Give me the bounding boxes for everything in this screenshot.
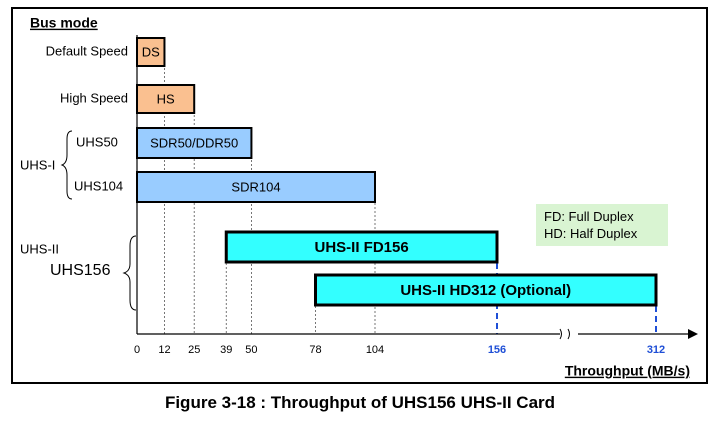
legend-hd: HD: Half Duplex (544, 226, 638, 241)
x-axis-arrow (688, 329, 698, 339)
bar-label-sdr50-ddr50: SDR50/DDR50 (150, 135, 238, 150)
bar-sdr104 (136, 171, 376, 203)
axis-break-mark (559, 328, 570, 340)
x-axis-label: Throughput (MB/s) (565, 363, 690, 379)
brace-uhs1 (60, 130, 73, 200)
bar-label-hs: HS (157, 91, 175, 106)
row-label-default-speed: Default Speed (46, 43, 128, 58)
bar-uhs-ii-fd156 (224, 230, 499, 264)
tick-label-0: 0 (134, 344, 140, 356)
figure-caption: Figure 3-18 : Throughput of UHS156 UHS-I… (164, 393, 556, 412)
row-label-uhs156: UHS156 (50, 262, 111, 279)
bar-label-uhs-ii-fd156: UHS-II FD156 (315, 239, 409, 256)
chart-frame (11, 7, 708, 384)
tick-label-156: 156 (488, 344, 506, 356)
tick-label-39: 39 (220, 344, 232, 356)
brace-uhs2 (122, 235, 137, 311)
row-label-uhs50: UHS50 (76, 134, 118, 149)
tick-label-104: 104 (366, 344, 384, 356)
tick-label-78: 78 (309, 344, 321, 356)
tick-label-25: 25 (188, 344, 200, 356)
row-label-uhs104: UHS104 (74, 178, 123, 193)
bar-hs (136, 84, 196, 114)
bar-label-ds: DS (142, 44, 160, 59)
legend-fd: FD: Full Duplex (544, 209, 634, 224)
legend-box: FD: Full Duplex HD: Half Duplex (536, 204, 668, 246)
group-label-uhs2: UHS-II (20, 241, 59, 256)
bar-sdr50-ddr50 (136, 127, 253, 159)
throughput-chart: 0 12 25 39 50 78 104 156 312 Throughput (MB/s) Bus… (20, 15, 698, 379)
group-label-uhs1: UHS-I (20, 157, 55, 172)
tick-label-312: 312 (647, 344, 665, 356)
bar-ds (136, 37, 166, 67)
bar-uhs-ii-hd312-optional (314, 273, 658, 307)
bar-label-uhs-ii-hd312-optional: UHS-II HD312 (Optional) (400, 282, 571, 299)
tick-label-12: 12 (158, 344, 170, 356)
bar-label-sdr104: SDR104 (231, 179, 280, 194)
row-label-high-speed: High Speed (60, 90, 128, 105)
tick-label-50: 50 (245, 344, 257, 356)
bus-mode-title: Bus mode (30, 15, 98, 31)
